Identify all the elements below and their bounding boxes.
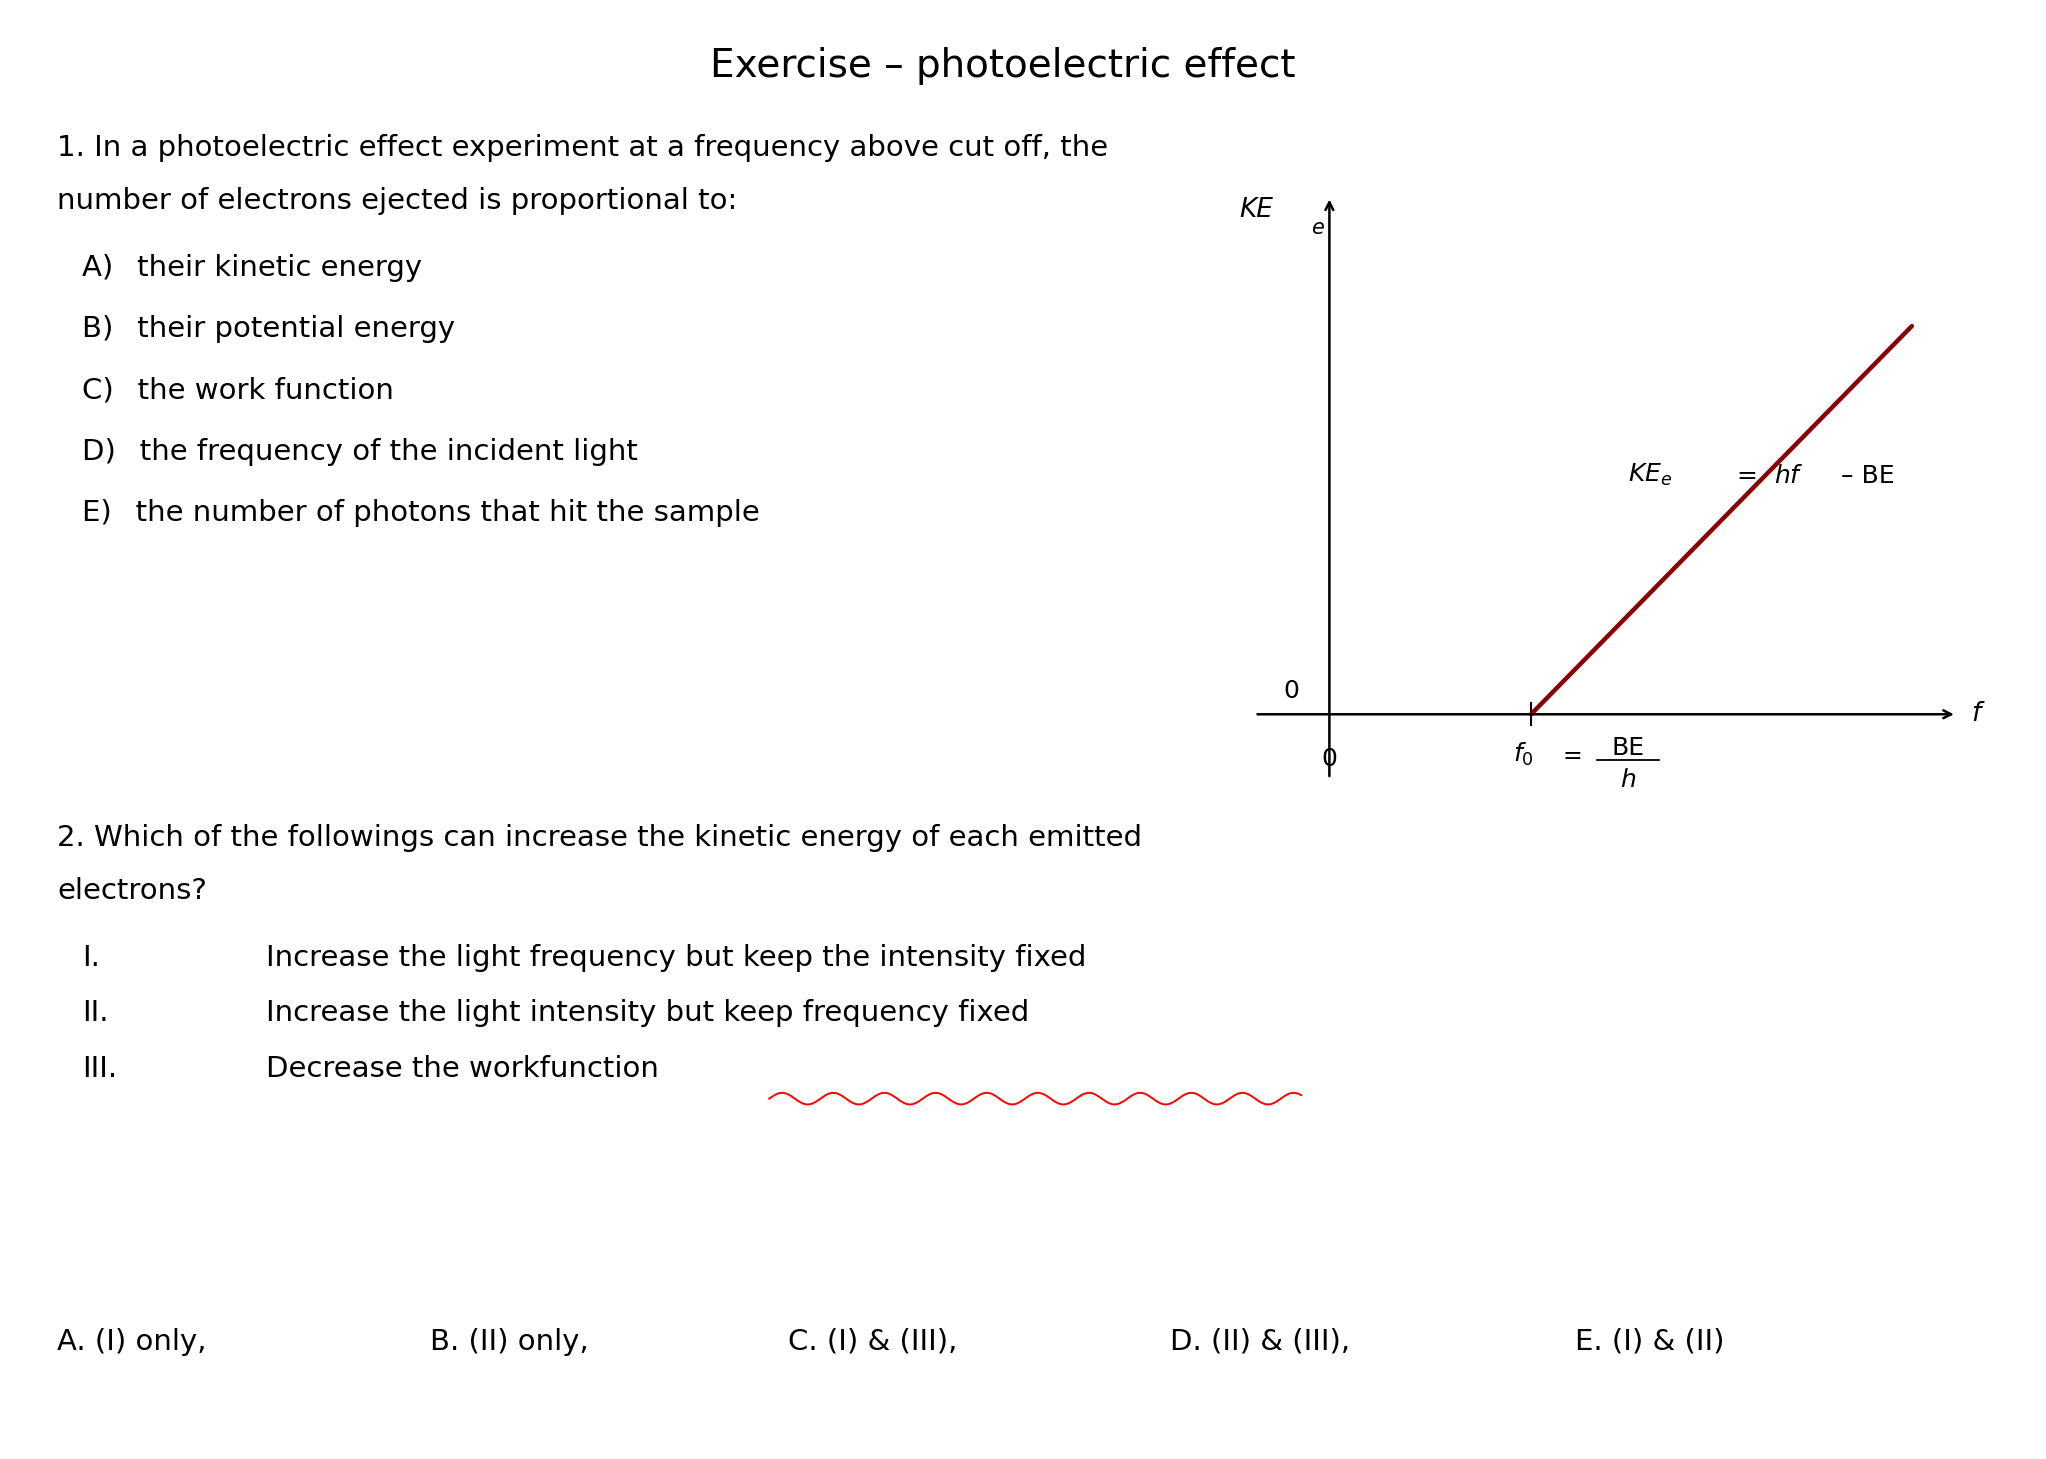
Text: Exercise – photoelectric effect: Exercise – photoelectric effect xyxy=(710,47,1295,85)
Text: Decrease the workfunction: Decrease the workfunction xyxy=(266,1055,659,1083)
Text: A)  their kinetic energy: A) their kinetic energy xyxy=(82,254,421,282)
Text: =: = xyxy=(1729,464,1766,487)
Text: C)  the work function: C) the work function xyxy=(82,376,393,404)
Text: 0: 0 xyxy=(1283,680,1299,703)
Text: 1. In a photoelectric effect experiment at a frequency above cut off, the: 1. In a photoelectric effect experiment … xyxy=(57,134,1109,162)
Text: $KE_e$: $KE_e$ xyxy=(1629,461,1672,487)
Text: E)  the number of photons that hit the sample: E) the number of photons that hit the sa… xyxy=(82,499,759,527)
Text: h: h xyxy=(1620,769,1637,792)
Text: C. (I) & (III),: C. (I) & (III), xyxy=(788,1328,958,1355)
Text: $hf$: $hf$ xyxy=(1774,464,1803,487)
Text: electrons?: electrons? xyxy=(57,877,207,905)
Text: A. (I) only,: A. (I) only, xyxy=(57,1328,207,1355)
Text: Increase the light frequency but keep the intensity fixed: Increase the light frequency but keep th… xyxy=(266,944,1086,972)
Text: D. (II) & (III),: D. (II) & (III), xyxy=(1170,1328,1350,1355)
Text: BE: BE xyxy=(1612,735,1645,760)
Text: e: e xyxy=(1311,219,1324,238)
Text: II.: II. xyxy=(82,999,108,1027)
Text: =: = xyxy=(1563,744,1582,767)
Text: f: f xyxy=(1972,702,1981,727)
Text: – BE: – BE xyxy=(1833,464,1895,487)
Text: III.: III. xyxy=(82,1055,117,1083)
Text: B)  their potential energy: B) their potential energy xyxy=(82,315,454,343)
Text: E. (I) & (II): E. (I) & (II) xyxy=(1575,1328,1725,1355)
Text: 0: 0 xyxy=(1322,747,1338,770)
Text: Increase the light intensity but keep frequency fixed: Increase the light intensity but keep fr… xyxy=(266,999,1029,1027)
Text: KE: KE xyxy=(1240,197,1275,223)
Text: 2. Which of the followings can increase the kinetic energy of each emitted: 2. Which of the followings can increase … xyxy=(57,824,1142,852)
Text: D)  the frequency of the incident light: D) the frequency of the incident light xyxy=(82,438,638,465)
Text: B. (II) only,: B. (II) only, xyxy=(430,1328,589,1355)
Text: $f_0$: $f_0$ xyxy=(1514,741,1534,769)
Text: number of electrons ejected is proportional to:: number of electrons ejected is proportio… xyxy=(57,187,737,214)
Text: I.: I. xyxy=(82,944,100,972)
